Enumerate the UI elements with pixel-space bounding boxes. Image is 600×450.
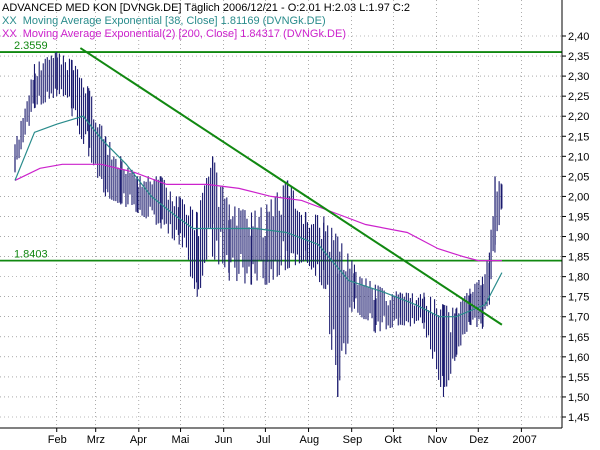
x-tick-label: Mrz	[87, 434, 105, 446]
trend-line-path	[79, 47, 503, 326]
legend-ema38-prefix: XX	[2, 15, 17, 27]
legend-ema38: XX Moving Average Exponential [38, Close…	[2, 15, 326, 27]
x-tick-label: Jun	[215, 434, 233, 446]
price-bars	[14, 52, 503, 397]
y-tick-label: 2,10	[568, 151, 589, 163]
x-tick-label: Aug	[300, 434, 320, 446]
y-tick-label: 1,75	[568, 292, 589, 304]
plot-frame	[0, 0, 563, 429]
ema-38-path	[14, 115, 503, 318]
x-tick-label: Mai	[172, 434, 190, 446]
y-tick-label: 1,60	[568, 352, 589, 364]
y-tick-label: 1,50	[568, 392, 589, 404]
ema-38-line	[14, 115, 503, 318]
grid-lines	[0, 0, 562, 428]
y-tick-label: 2,30	[568, 71, 589, 83]
ema-200-path	[14, 163, 502, 262]
x-tick-label: Apr	[130, 434, 147, 446]
y-tick-label: 2,15	[568, 131, 589, 143]
y-tick-label: 2,00	[568, 191, 589, 203]
y-tick-label: 2,40	[568, 31, 589, 43]
y-tick-label: 1,45	[568, 412, 589, 424]
y-tick-label: 1,90	[568, 232, 589, 244]
y-tick-label: 2,35	[568, 51, 589, 63]
y-tick-label: 1,70	[568, 312, 589, 324]
y-tick-label: 1,85	[568, 252, 589, 264]
y-tick-label: 2,20	[568, 111, 589, 123]
y-tick-label: 1,55	[568, 372, 589, 384]
legend-ema200: XX Moving Average Exponential(2) [200, C…	[2, 28, 346, 40]
x-tick-label: Feb	[48, 434, 67, 446]
ema-200-line	[14, 163, 502, 262]
x-tick-label: Okt	[384, 434, 401, 446]
x-tick-label: 2007	[512, 434, 536, 446]
legend-ema38-text: Moving Average Exponential [38, Close] 1…	[23, 15, 326, 27]
y-tick-label: 1,95	[568, 211, 589, 223]
chart-title: ADVANCED MED KON [DVNGk.DE] Täglich 2006…	[2, 2, 410, 14]
x-axis-labels: Feb Mrz Apr Mai Jun Jul Aug Sep Okt Nov Dez 2007	[48, 428, 537, 446]
x-tick-label: Sep	[343, 434, 363, 446]
horizontal-level-label: 1.8403	[14, 249, 48, 261]
y-tick-label: 2,25	[568, 91, 589, 103]
y-axis-labels: 2,40 2,35 2,30 2,25 2,20 2,15 2,10 2,05 2,00 1,95…	[562, 31, 589, 424]
y-tick-label: 2,05	[568, 171, 589, 183]
legend-ema200-text: Moving Average Exponential(2) [200, Clos…	[23, 28, 346, 40]
trend-line	[79, 47, 503, 326]
y-tick-label: 1,65	[568, 332, 589, 344]
x-tick-label: Dez	[469, 434, 489, 446]
y-tick-label: 1,80	[568, 272, 589, 284]
legend-ema200-prefix: XX	[2, 28, 17, 40]
x-tick-label: Jul	[256, 434, 270, 446]
horizontal-level-label: 2.3559	[14, 40, 48, 52]
x-tick-label: Nov	[428, 434, 448, 446]
